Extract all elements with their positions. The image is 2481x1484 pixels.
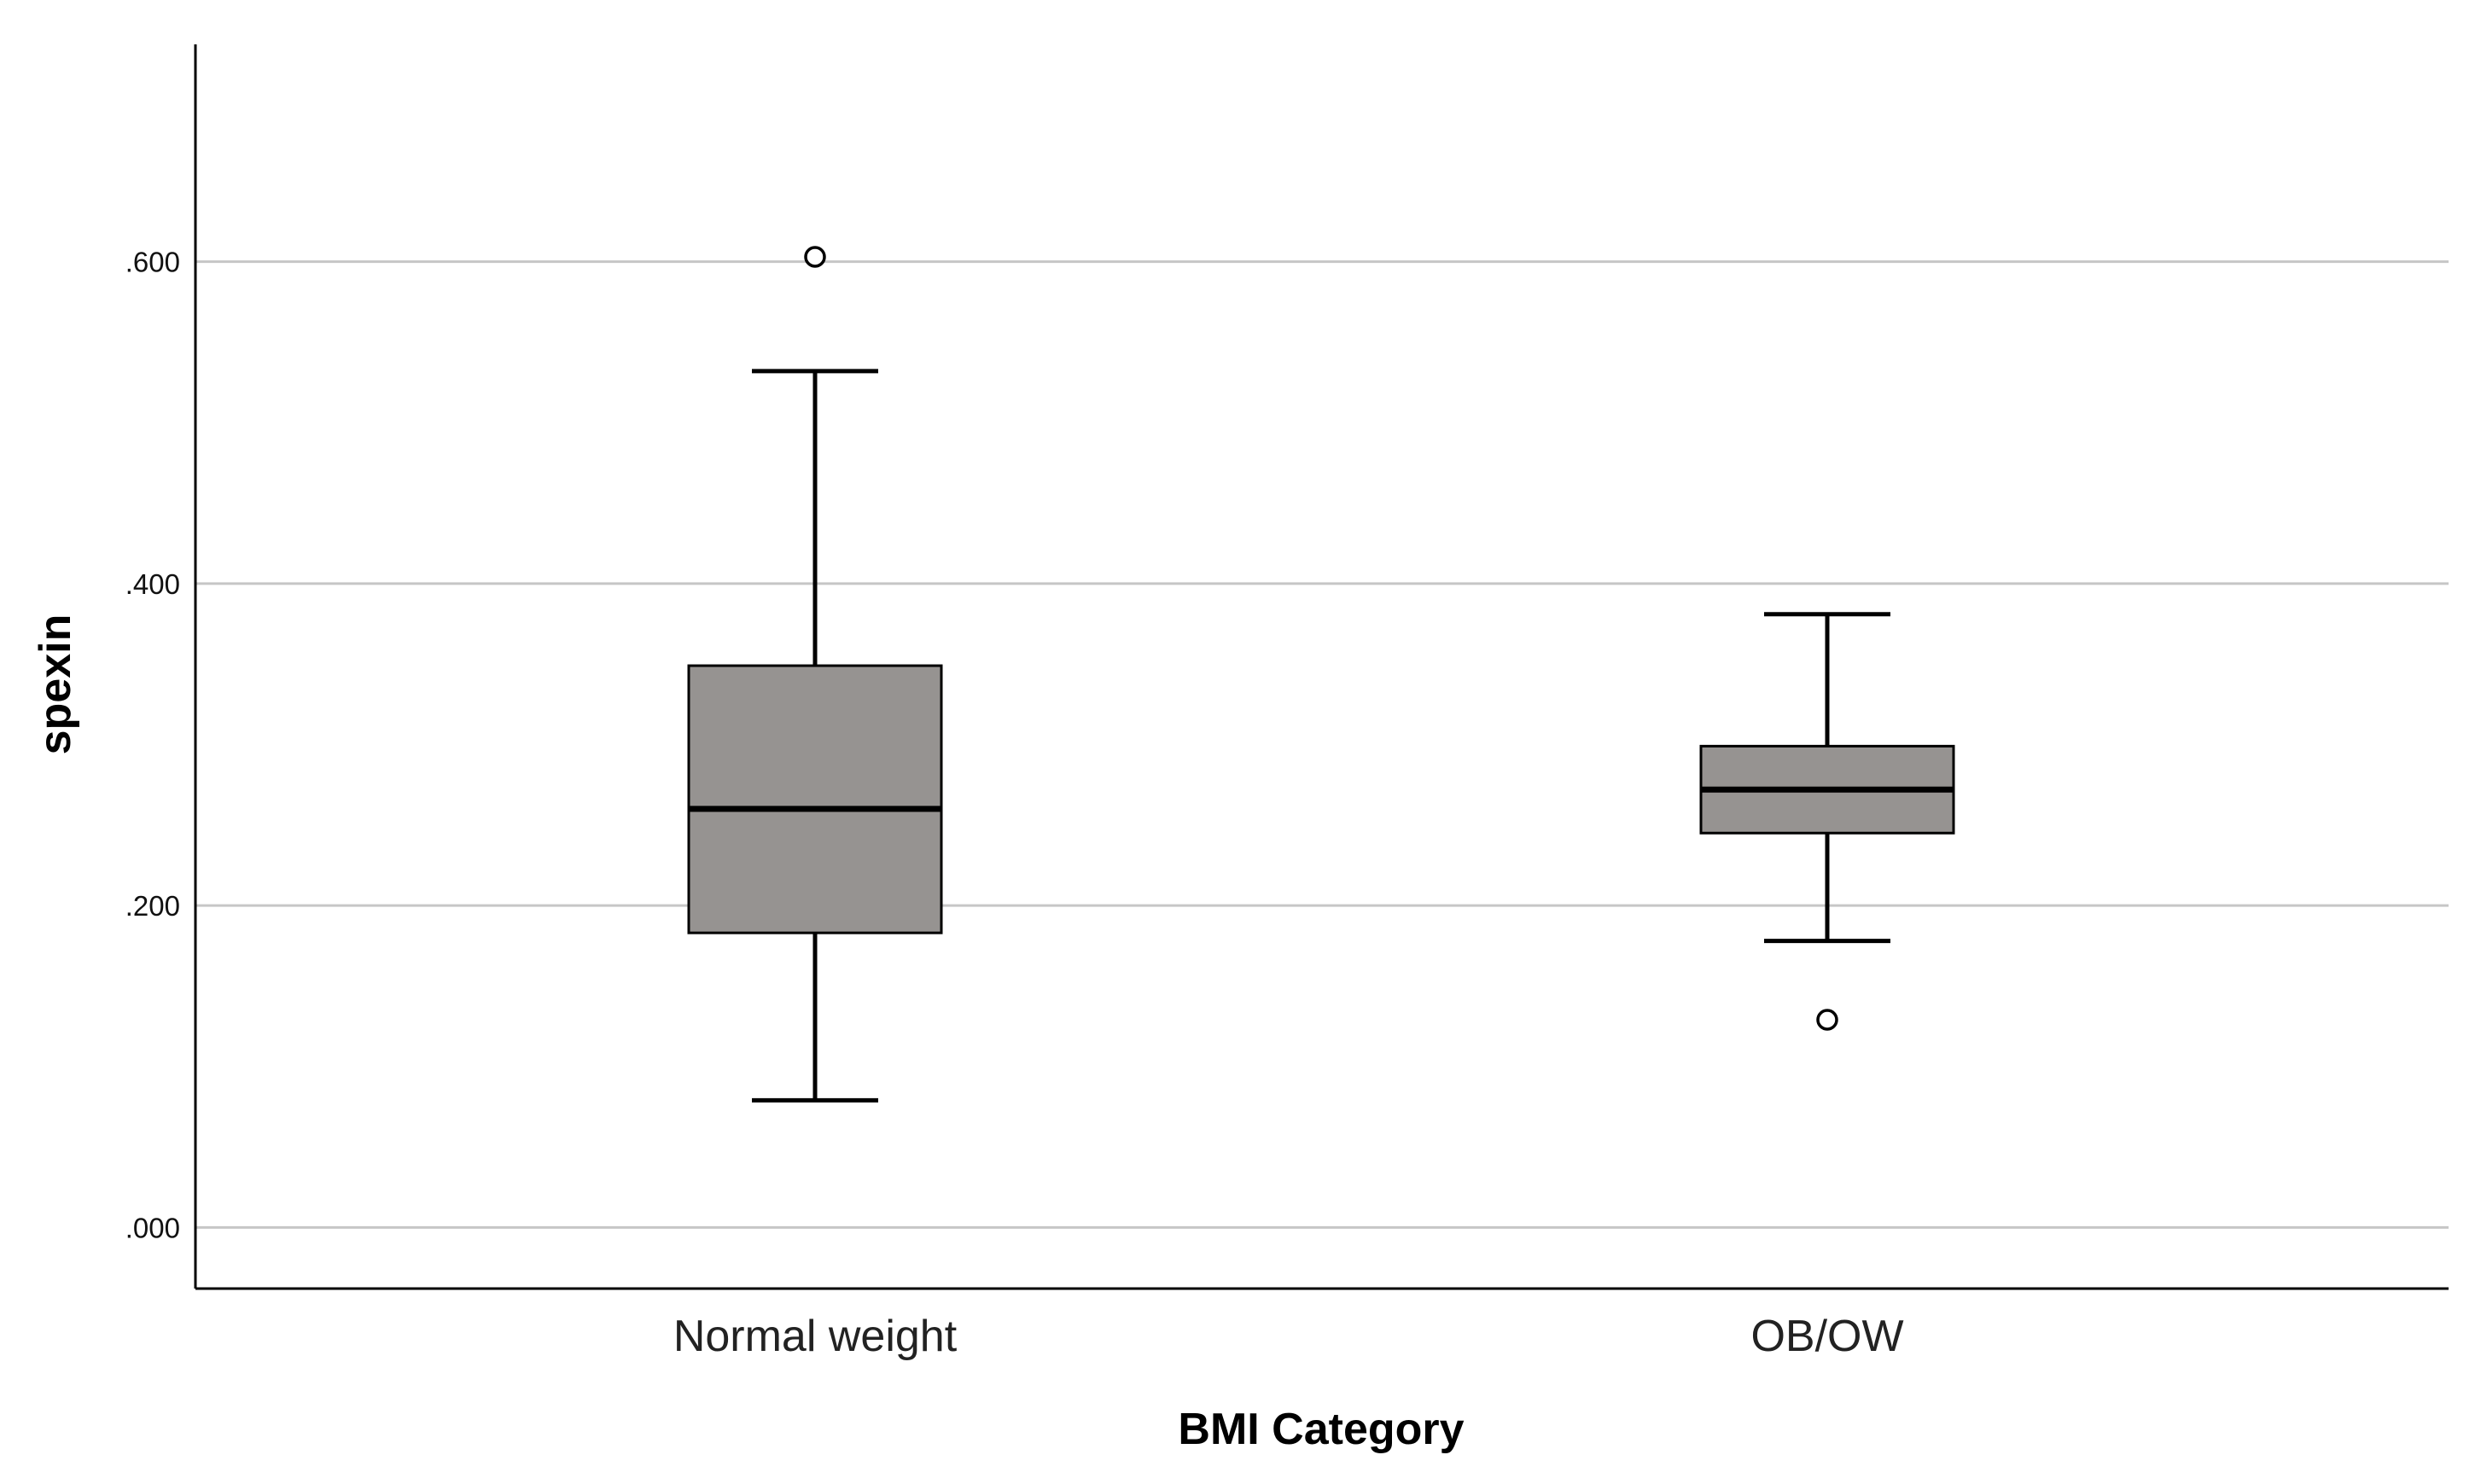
boxes <box>687 246 1955 1103</box>
y-tick-label: .200 <box>125 890 180 922</box>
iqr-box <box>687 664 943 934</box>
x-category-label: Normal weight <box>673 1312 958 1361</box>
y-tick-label: .600 <box>125 247 180 278</box>
outlier-point <box>1816 1009 1838 1031</box>
gridlines <box>195 260 2449 1229</box>
outlier-point <box>804 246 826 268</box>
x-axis-title: BMI Category <box>1178 1405 1464 1454</box>
x-category-label: OB/OW <box>1750 1312 1903 1361</box>
x-category-labels: Normal weight OB/OW <box>673 1312 1904 1361</box>
box-group <box>1699 612 1955 1031</box>
axes <box>194 44 2449 1290</box>
box-group <box>687 246 943 1103</box>
y-tick-label: .000 <box>125 1212 180 1243</box>
y-axis-title: spexin <box>31 614 80 755</box>
y-tick-label: .400 <box>125 568 180 600</box>
y-tick-labels: .000 .200 .400 .600 <box>125 247 180 1244</box>
